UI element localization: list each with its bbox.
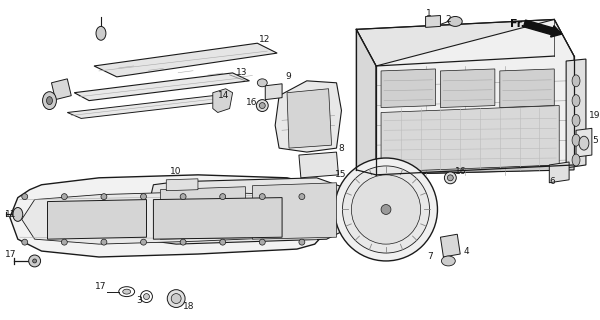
Text: 14: 14	[218, 91, 229, 100]
Polygon shape	[47, 200, 146, 239]
Ellipse shape	[171, 294, 181, 303]
Ellipse shape	[448, 17, 462, 26]
Polygon shape	[356, 165, 574, 175]
Text: 2: 2	[445, 15, 451, 24]
Text: 18: 18	[183, 302, 194, 311]
Polygon shape	[74, 73, 250, 100]
Ellipse shape	[61, 239, 67, 245]
Text: 16: 16	[245, 98, 257, 107]
Polygon shape	[166, 179, 198, 191]
Polygon shape	[425, 15, 440, 28]
Ellipse shape	[381, 204, 391, 214]
Ellipse shape	[259, 194, 265, 200]
Ellipse shape	[13, 207, 23, 221]
Polygon shape	[550, 162, 569, 183]
Ellipse shape	[445, 172, 456, 184]
Ellipse shape	[256, 100, 268, 111]
Polygon shape	[160, 187, 245, 239]
Ellipse shape	[101, 194, 107, 200]
Ellipse shape	[143, 294, 149, 300]
Polygon shape	[376, 20, 574, 175]
Polygon shape	[299, 152, 338, 178]
Ellipse shape	[259, 239, 265, 245]
Ellipse shape	[167, 290, 185, 308]
Text: 9: 9	[285, 72, 291, 81]
Ellipse shape	[220, 239, 226, 245]
Text: 4: 4	[463, 246, 469, 256]
Text: 11: 11	[5, 210, 16, 219]
Polygon shape	[265, 84, 282, 100]
Text: 8: 8	[338, 144, 344, 153]
Polygon shape	[566, 59, 586, 168]
Polygon shape	[500, 69, 554, 108]
Polygon shape	[154, 198, 282, 239]
Polygon shape	[213, 89, 233, 113]
Ellipse shape	[572, 154, 580, 166]
Ellipse shape	[572, 95, 580, 107]
Ellipse shape	[335, 158, 437, 261]
Ellipse shape	[257, 79, 267, 87]
Text: 12: 12	[259, 35, 271, 44]
Text: 3: 3	[137, 296, 142, 305]
Text: 5: 5	[592, 136, 598, 145]
Ellipse shape	[22, 194, 28, 200]
Ellipse shape	[140, 239, 146, 245]
Text: 1: 1	[425, 9, 431, 18]
Ellipse shape	[123, 289, 131, 294]
Polygon shape	[275, 81, 341, 152]
Polygon shape	[440, 69, 495, 108]
Text: Fr.: Fr.	[509, 20, 524, 29]
Polygon shape	[253, 183, 337, 239]
Ellipse shape	[579, 136, 589, 150]
Polygon shape	[440, 234, 460, 257]
Ellipse shape	[259, 103, 265, 108]
Text: 17: 17	[95, 282, 107, 291]
Ellipse shape	[572, 134, 580, 146]
Polygon shape	[22, 192, 305, 244]
Ellipse shape	[96, 26, 106, 40]
Text: 19: 19	[589, 111, 600, 120]
Text: 17: 17	[5, 250, 16, 259]
Polygon shape	[67, 96, 226, 118]
Polygon shape	[576, 128, 592, 157]
Ellipse shape	[101, 239, 107, 245]
Ellipse shape	[140, 194, 146, 200]
Ellipse shape	[299, 194, 305, 200]
Ellipse shape	[180, 194, 186, 200]
Polygon shape	[10, 175, 329, 257]
Polygon shape	[356, 29, 376, 175]
Ellipse shape	[32, 259, 37, 263]
Ellipse shape	[352, 175, 421, 244]
FancyArrow shape	[524, 20, 562, 37]
Text: 16: 16	[455, 167, 467, 176]
Polygon shape	[94, 43, 277, 77]
Polygon shape	[381, 69, 436, 108]
Ellipse shape	[180, 239, 186, 245]
Ellipse shape	[43, 92, 56, 109]
Ellipse shape	[442, 256, 455, 266]
Text: 7: 7	[428, 252, 433, 261]
Ellipse shape	[61, 194, 67, 200]
Polygon shape	[381, 106, 559, 172]
Ellipse shape	[220, 194, 226, 200]
Ellipse shape	[572, 115, 580, 126]
Polygon shape	[356, 20, 574, 66]
Ellipse shape	[572, 75, 580, 87]
Polygon shape	[52, 79, 71, 100]
Ellipse shape	[448, 175, 454, 181]
Text: 6: 6	[550, 177, 555, 186]
Polygon shape	[287, 89, 332, 148]
Ellipse shape	[299, 239, 305, 245]
Ellipse shape	[29, 255, 41, 267]
Ellipse shape	[22, 239, 28, 245]
Text: 13: 13	[236, 68, 247, 77]
Ellipse shape	[47, 97, 52, 105]
Ellipse shape	[343, 166, 430, 253]
Polygon shape	[146, 178, 346, 244]
Text: 15: 15	[335, 170, 346, 179]
Text: 10: 10	[170, 167, 182, 176]
